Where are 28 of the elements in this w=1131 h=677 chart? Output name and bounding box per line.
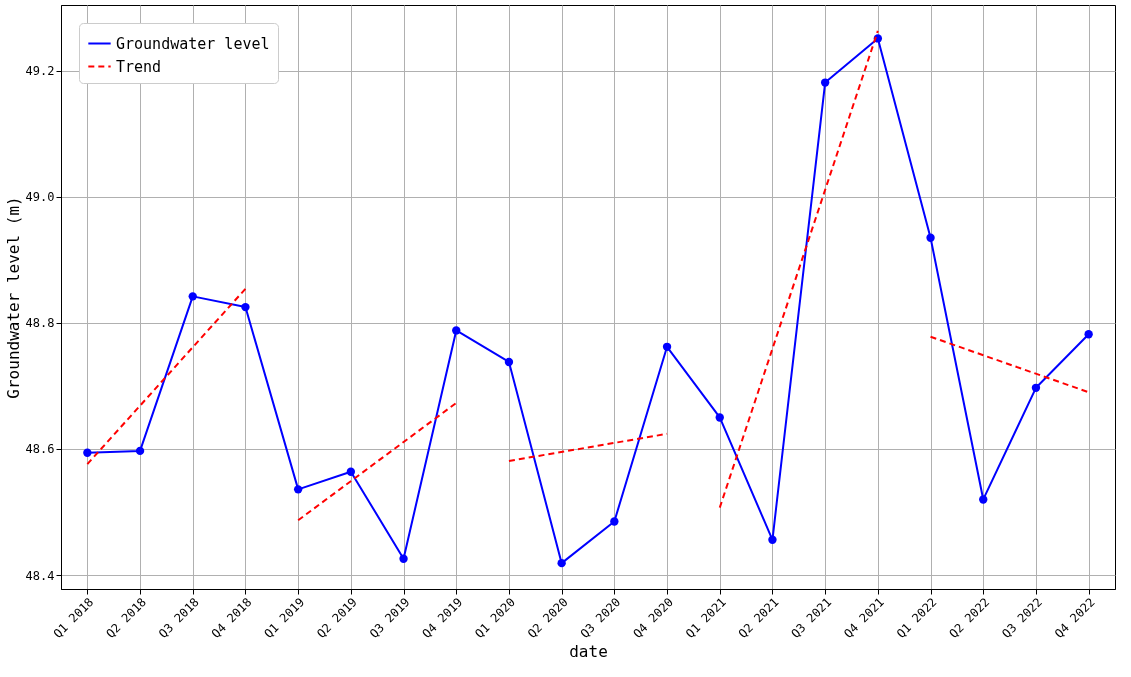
point bbox=[1031, 383, 1041, 392]
y-axis-title: Groundwater level (m) bbox=[3, 196, 23, 399]
x-axis-title: date bbox=[569, 642, 608, 662]
point bbox=[926, 233, 935, 242]
legend-label: Groundwater level bbox=[116, 34, 270, 53]
point bbox=[188, 292, 197, 301]
legend-label: Trend bbox=[116, 57, 162, 76]
point bbox=[452, 326, 461, 335]
y-tick-label: 48.8 bbox=[25, 316, 55, 331]
y-tick-label: 48.6 bbox=[25, 442, 55, 457]
point bbox=[715, 413, 724, 422]
point bbox=[83, 448, 92, 457]
point bbox=[979, 495, 988, 504]
point bbox=[241, 302, 250, 312]
point bbox=[1084, 330, 1093, 339]
y-tick-label: 49.2 bbox=[25, 64, 55, 79]
point bbox=[504, 357, 514, 367]
y-tick-label: 49.0 bbox=[25, 190, 55, 205]
point bbox=[399, 554, 408, 563]
point bbox=[135, 446, 145, 456]
point bbox=[346, 467, 356, 476]
point bbox=[557, 558, 566, 568]
y-tick-label: 48.4 bbox=[25, 568, 55, 583]
point bbox=[820, 78, 830, 87]
point bbox=[293, 485, 303, 494]
point bbox=[768, 535, 777, 544]
point bbox=[662, 342, 672, 351]
point bbox=[610, 517, 619, 526]
